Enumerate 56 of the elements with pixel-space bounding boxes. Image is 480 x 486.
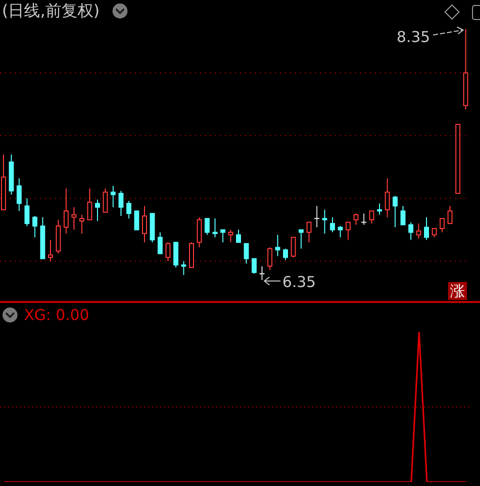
candlestick <box>369 210 374 224</box>
candlestick <box>298 229 304 250</box>
candlestick <box>360 212 367 226</box>
candlestick <box>16 178 22 212</box>
candlestick <box>400 205 406 226</box>
candlestick <box>306 222 312 243</box>
annotation: 6.35 <box>282 273 316 291</box>
candlestick <box>416 223 422 240</box>
chart-title: XG: 0.00 <box>24 305 90 325</box>
candlestick <box>87 188 92 220</box>
candlestick <box>338 226 343 238</box>
candlestick <box>64 188 69 234</box>
candlestick <box>181 260 186 276</box>
candlestick <box>424 216 429 240</box>
candlestick <box>220 229 226 243</box>
candlestick <box>48 239 53 262</box>
candlestick <box>212 218 218 238</box>
candlestick <box>166 242 170 262</box>
candlestick <box>283 248 288 260</box>
candlestick <box>354 212 358 226</box>
chart-title: (日线,前复权) <box>2 1 100 20</box>
candlestick <box>377 202 382 216</box>
candlestick <box>118 190 124 216</box>
candlestick <box>189 242 194 268</box>
candlestick <box>196 216 202 248</box>
candlestick <box>275 234 280 257</box>
candlestick <box>384 178 390 218</box>
candlestick <box>244 243 249 264</box>
candlestick <box>102 188 108 213</box>
candlestick <box>228 229 234 243</box>
candlestick <box>32 215 38 238</box>
candlestick <box>173 242 178 268</box>
candlestick <box>322 209 328 234</box>
candlestick <box>72 206 76 230</box>
candlestick <box>158 232 163 254</box>
candlestick <box>95 199 100 222</box>
candlestick <box>110 185 116 208</box>
candlestick <box>267 246 272 270</box>
candlestick <box>346 222 351 240</box>
text: 涨 <box>448 282 467 300</box>
candlestick <box>330 216 335 233</box>
candlestick <box>258 266 266 280</box>
candlestick <box>252 258 257 274</box>
candlestick <box>236 229 241 243</box>
candlestick <box>79 214 84 234</box>
candlestick <box>24 198 30 227</box>
candlestick <box>142 205 147 243</box>
candlestick <box>392 195 398 228</box>
candlestick <box>204 218 210 236</box>
annotation: 8.35 <box>396 28 430 46</box>
candlestick <box>134 210 140 230</box>
candlestick <box>448 205 452 224</box>
candlestick <box>126 200 132 220</box>
candlestick <box>440 218 445 233</box>
candlestick <box>290 236 296 258</box>
candlestick <box>408 222 414 240</box>
